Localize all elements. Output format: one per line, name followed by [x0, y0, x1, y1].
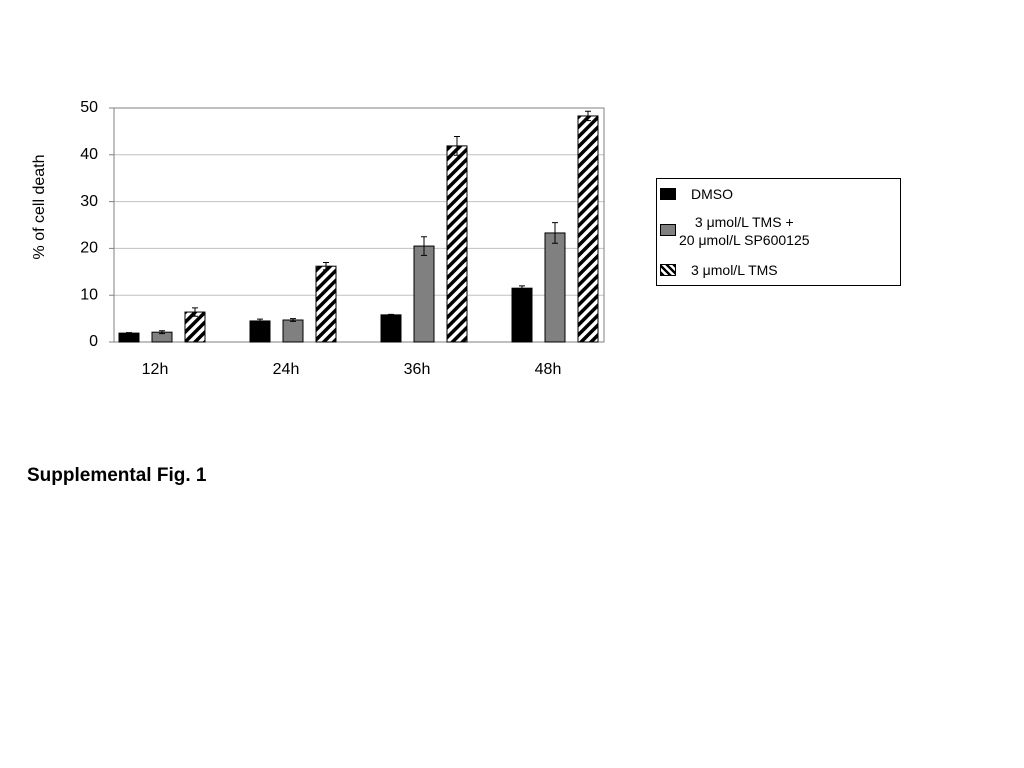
legend-swatch [660, 188, 676, 200]
error-bar [290, 318, 296, 322]
error-bar [323, 261, 329, 271]
y-axis-label: % of cell death [31, 155, 48, 260]
x-tick-label: 24h [273, 361, 300, 378]
x-tick-label: 48h [535, 361, 562, 378]
error-bar [454, 136, 460, 156]
y-tick-label: 30 [80, 193, 98, 210]
y-tick-label: 10 [80, 286, 98, 303]
error-bar [257, 318, 263, 324]
legend-label: 3 μmol/L TMS [691, 262, 778, 278]
bar [118, 332, 140, 343]
plot-frame [113, 107, 605, 343]
bar [544, 232, 566, 343]
error-bar [585, 110, 591, 122]
legend: DMSO 3 μmol/L TMS + 20 μmol/L SP600125 3 μ… [656, 178, 901, 286]
error-bar [192, 307, 198, 317]
legend-label: DMSO [691, 186, 733, 202]
error-bar [126, 332, 132, 335]
y-tick-label: 50 [80, 99, 98, 116]
error-bar [159, 330, 165, 335]
bar [282, 319, 304, 343]
bar [315, 265, 337, 343]
legend-swatch [660, 224, 676, 236]
bar [249, 320, 271, 343]
bar [577, 115, 599, 343]
bar [511, 287, 533, 343]
caption: Supplemental Fig. 1 [27, 465, 207, 486]
y-tick-label: 0 [89, 333, 98, 350]
error-bar [421, 236, 427, 256]
legend-swatch [660, 264, 676, 276]
bar [446, 145, 468, 343]
x-tick-label: 12h [142, 361, 169, 378]
y-tick-label: 20 [80, 240, 98, 257]
x-tick-label: 36h [404, 361, 431, 378]
error-bar [388, 313, 394, 316]
y-tick-label: 40 [80, 146, 98, 163]
error-bar [552, 222, 558, 244]
legend-label: 3 μmol/L TMS + 20 μmol/L SP600125 [679, 214, 810, 248]
bar [413, 245, 435, 343]
bar [380, 314, 402, 343]
error-bar [519, 285, 525, 292]
